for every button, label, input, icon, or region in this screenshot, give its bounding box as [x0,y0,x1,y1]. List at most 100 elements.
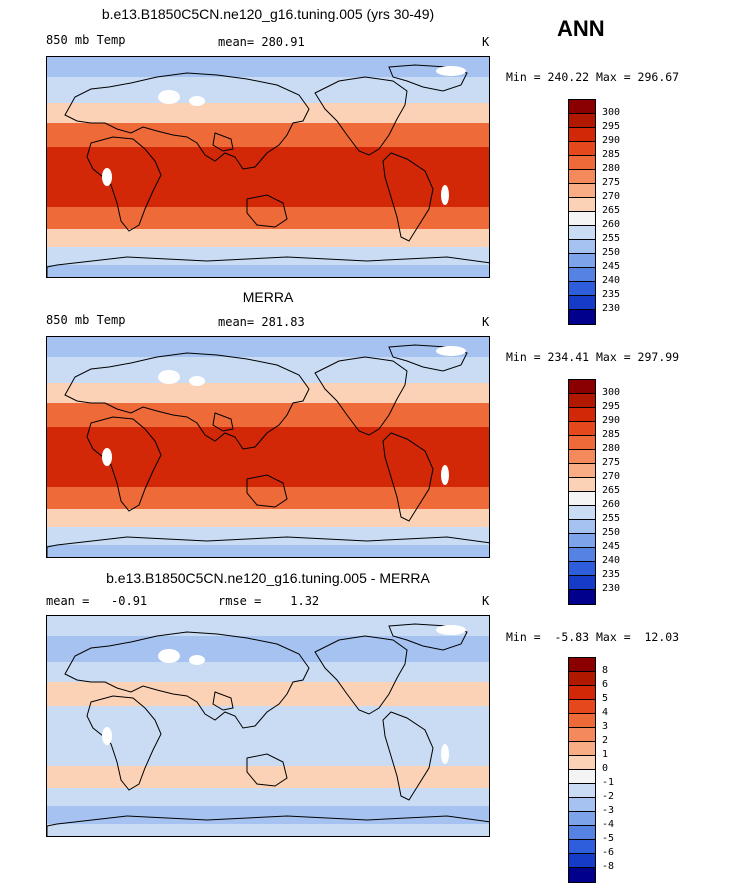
coastline [314,356,408,436]
colorbar-swatch [569,296,595,310]
latitude-band [47,682,489,706]
colorbar-tick-label: 295 [602,121,621,132]
colorbar-swatch [569,156,595,170]
panel-2-map [46,336,490,558]
colorbar-tick-label: 250 [602,527,621,538]
colorbar-swatch [569,128,595,142]
map-field [47,616,489,836]
colorbar-tick-label: 240 [602,555,621,566]
colorbar-swatch [569,380,595,394]
colorbar-tick-label: -5 [602,833,615,844]
colorbar-swatch [569,142,595,156]
colorbar-tick-label: 235 [602,289,621,300]
latitude-band [47,147,489,207]
colorbar-swatch [569,854,595,868]
latitude-band [47,527,489,545]
colorbar-tick-label: 1 [602,749,609,760]
colorbar-tick-label: 265 [602,485,621,496]
masked-terrain [436,625,466,635]
coastline [382,711,434,801]
colorbar-swatch [569,590,595,604]
colorbar-swatch [569,658,595,672]
colorbar-tick-label: 240 [602,275,621,286]
masked-terrain [102,727,112,745]
colorbar-swatch [569,714,595,728]
coastline [212,412,234,432]
panel-1-units: K [482,35,490,49]
colorbar-tick-label: 250 [602,247,621,258]
latitude-band [47,788,489,806]
colorbar-tick-label: 245 [602,541,621,552]
colorbar-tick-label: 5 [602,693,609,704]
masked-terrain [102,448,112,466]
colorbar-tick-label: 8 [602,665,609,676]
colorbar-tick-label: -8 [602,861,615,872]
panel-1-variable-label: 850 mb Temp [46,33,126,47]
colorbar-tick-label: 285 [602,149,621,160]
colorbar-tick-label: 4 [602,707,609,718]
masked-terrain [158,370,180,384]
colorbar-swatch [569,422,595,436]
map-field [47,337,489,557]
coastline [246,194,288,228]
colorbar-swatch [569,492,595,506]
colorbar-swatch [569,784,595,798]
colorbar-swatch [569,506,595,520]
map-field [47,57,489,277]
panel-1-map [46,56,490,278]
colorbar-swatch [569,756,595,770]
coastline [314,76,408,156]
latitude-band [47,229,489,247]
latitude-band [47,806,489,824]
panel-2-variable-label: 850 mb Temp [46,313,126,327]
colorbar-tick-label: 280 [602,163,621,174]
colorbar-tick-label: -4 [602,819,615,830]
latitude-band [47,509,489,527]
coastline [47,536,489,557]
colorbar-tick-label: 280 [602,443,621,454]
panel-3-units: K [482,594,490,608]
latitude-band [47,616,489,636]
season-label: ANN [557,16,605,41]
coastline [212,691,234,711]
latitude-band [47,706,489,766]
colorbar-tick-label: 260 [602,219,621,230]
latitude-band [47,427,489,487]
masked-terrain [189,376,205,386]
latitude-band [47,337,489,357]
colorbar-swatch [569,198,595,212]
colorbar-tick-label: -1 [602,777,615,788]
latitude-band [47,824,489,836]
colorbar-tick-label: 255 [602,513,621,524]
colorbar-swatch [569,548,595,562]
colorbar-swatch [569,812,595,826]
coastline [212,132,234,152]
coastline [64,72,310,170]
colorbar-swatch [569,576,595,590]
masked-terrain [441,744,449,764]
coastline [86,136,162,232]
colorbar-swatch [569,840,595,854]
panel-2-title: MERRA [242,289,294,305]
colorbar-tick-label: 0 [602,763,609,774]
latitude-band [47,103,489,123]
panel-2-minmax: Min = 234.41 Max = 297.99 [506,350,680,364]
latitude-band [47,766,489,788]
panel-1-minmax: Min = 240.22 Max = 296.67 [506,70,680,84]
coastline [47,815,489,836]
coastline [64,352,310,450]
panel-3-mean-label: mean = -0.91 [46,594,148,608]
coastline [388,344,468,372]
latitude-band [47,545,489,557]
latitude-band [47,403,489,427]
colorbar-swatch [569,770,595,784]
colorbar-swatch [569,436,595,450]
colorbar-tick-label: 300 [602,107,621,118]
masked-terrain [158,649,180,663]
colorbar-tick-label: 275 [602,457,621,468]
coastline [388,64,468,92]
coastline [246,753,288,787]
panel-1-colorbar [568,99,596,325]
masked-terrain [189,96,205,106]
panel-1-mean-label: mean= 280.91 [218,35,305,49]
